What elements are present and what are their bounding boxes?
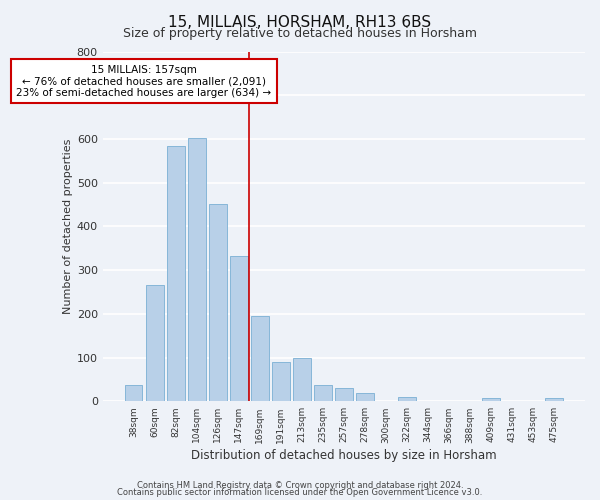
Text: 15, MILLAIS, HORSHAM, RH13 6BS: 15, MILLAIS, HORSHAM, RH13 6BS xyxy=(169,15,431,30)
Bar xyxy=(398,397,416,402)
Text: Size of property relative to detached houses in Horsham: Size of property relative to detached ho… xyxy=(123,28,477,40)
Bar xyxy=(230,256,248,402)
Bar xyxy=(314,385,332,402)
Bar xyxy=(272,362,290,402)
Bar xyxy=(209,204,227,402)
Text: Contains public sector information licensed under the Open Government Licence v3: Contains public sector information licen… xyxy=(118,488,482,497)
Bar xyxy=(167,146,185,402)
Bar xyxy=(482,398,500,402)
Text: Contains HM Land Registry data © Crown copyright and database right 2024.: Contains HM Land Registry data © Crown c… xyxy=(137,480,463,490)
Bar xyxy=(293,358,311,402)
Bar xyxy=(335,388,353,402)
Bar xyxy=(356,394,374,402)
Bar xyxy=(545,398,563,402)
Bar xyxy=(251,316,269,402)
Y-axis label: Number of detached properties: Number of detached properties xyxy=(62,138,73,314)
Bar xyxy=(125,385,142,402)
Text: 15 MILLAIS: 157sqm
← 76% of detached houses are smaller (2,091)
23% of semi-deta: 15 MILLAIS: 157sqm ← 76% of detached hou… xyxy=(16,64,272,98)
Bar xyxy=(146,286,164,402)
Bar xyxy=(188,138,206,402)
X-axis label: Distribution of detached houses by size in Horsham: Distribution of detached houses by size … xyxy=(191,450,497,462)
